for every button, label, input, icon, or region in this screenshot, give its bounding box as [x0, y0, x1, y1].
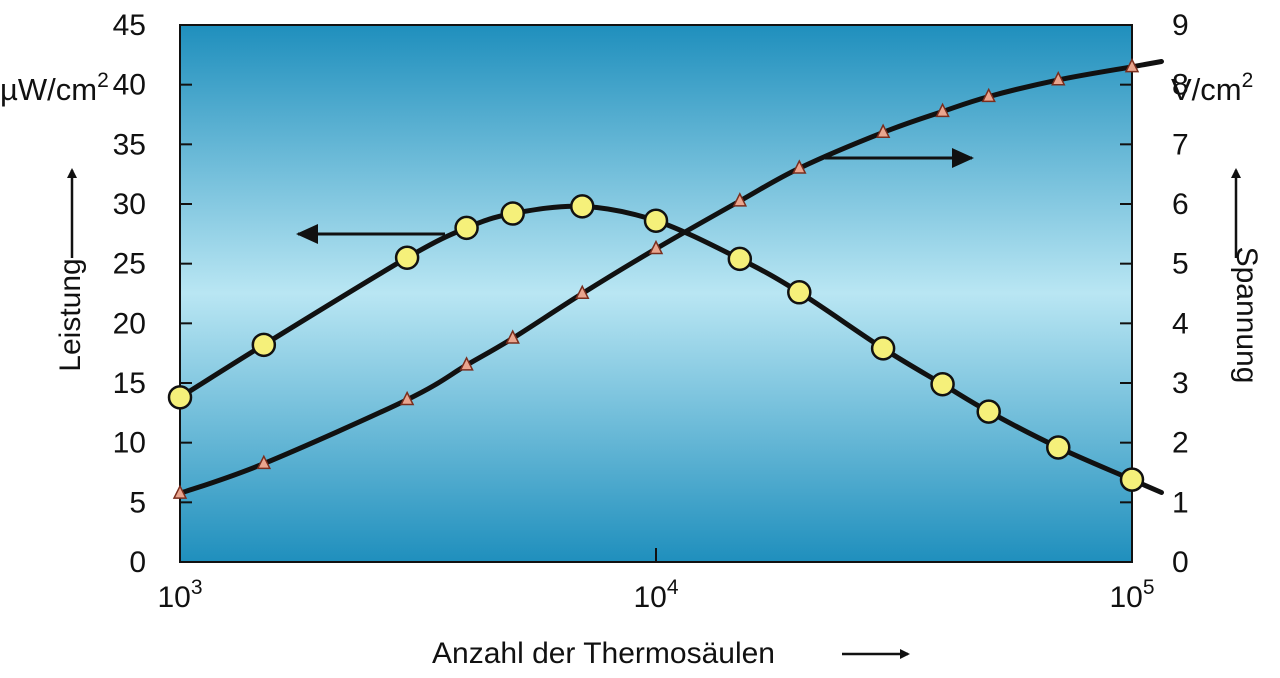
spannung-point [256, 454, 272, 470]
right-tick-label: 2 [1172, 427, 1189, 460]
leistung-point [500, 201, 525, 226]
spannung-point [1051, 71, 1066, 86]
right-unit: V/cm2 [1171, 69, 1253, 107]
right-tick-label: 4 [1172, 307, 1189, 340]
leistung-point [727, 246, 753, 272]
leistung-point [643, 208, 669, 233]
spannung-point [399, 390, 415, 406]
spannung-point [935, 102, 950, 118]
left-tick-label: 5 [129, 486, 146, 519]
x-tick-label: 104 [633, 576, 678, 614]
right-axis-label-group: Spannung [1230, 247, 1263, 384]
leistung-point [454, 215, 479, 241]
left-tick-label: 35 [113, 128, 146, 161]
left-tick-label: 20 [113, 307, 146, 340]
spannung-point [459, 356, 474, 371]
spannung-point [1124, 57, 1140, 73]
leistung-point [570, 194, 595, 219]
right-axis-label: Spannung [1230, 247, 1263, 384]
spannung-point [875, 123, 891, 138]
right-tick-label: 8 [1172, 69, 1189, 102]
spannung-point [981, 87, 996, 103]
leistung-point [787, 280, 812, 305]
left-unit: µW/cm2 [0, 69, 109, 107]
markers [167, 57, 1145, 499]
plot-area [180, 25, 1132, 562]
right-tick-label: 0 [1172, 546, 1189, 579]
x-tick-label: 105 [1109, 576, 1154, 614]
left-tick-label: 10 [113, 427, 146, 460]
leistung-point [870, 336, 896, 361]
left-tick-label: 40 [113, 69, 146, 102]
leistung-point [167, 385, 193, 410]
left-tick-label: 0 [129, 546, 146, 579]
spannung-point [648, 239, 664, 255]
x-axis-label: Anzahl der Thermosäulen [432, 637, 775, 670]
leistung-point [976, 399, 1001, 424]
right-tick-label: 9 [1172, 9, 1189, 42]
right-tick-label: 7 [1172, 128, 1189, 161]
leistung-point [1119, 467, 1145, 492]
spannung-point [172, 484, 188, 499]
left-tick-label: 45 [113, 9, 146, 42]
leistung-point [1046, 435, 1071, 460]
right-tick-label: 5 [1172, 248, 1189, 281]
leistung-point [251, 332, 277, 358]
left-tick-label: 15 [113, 367, 146, 400]
x-tick-label: 103 [157, 576, 202, 614]
leistung-point [930, 371, 955, 397]
left-tick-label: 25 [113, 248, 146, 281]
spannung-point [792, 159, 807, 174]
right-tick-label: 1 [1172, 486, 1189, 519]
spannung-point [732, 192, 748, 207]
left-tick-label: 30 [113, 188, 146, 221]
left-axis-label: Leistung [54, 258, 87, 371]
right-tick-label: 6 [1172, 188, 1189, 221]
right-tick-label: 3 [1172, 367, 1189, 400]
leistung-point [394, 245, 420, 270]
spannung-point [505, 329, 520, 344]
spannung-point [575, 284, 590, 300]
left-axis-label-group: Leistung [54, 258, 87, 371]
